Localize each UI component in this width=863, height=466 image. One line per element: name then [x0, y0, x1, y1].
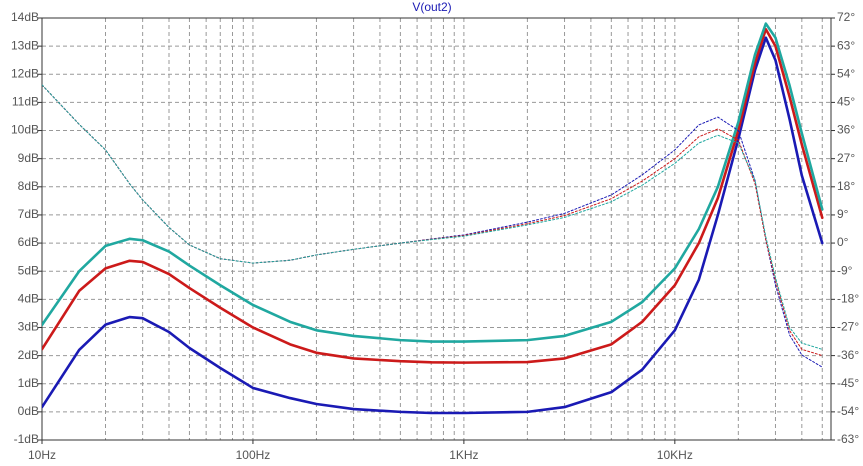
y2-tick-label: 36°	[837, 123, 855, 137]
phase-line	[42, 84, 823, 350]
y-tick-label: 14dB	[11, 10, 39, 24]
y2-tick-label: -36°	[837, 348, 859, 362]
magnitude-line	[42, 36, 824, 415]
y2-tick-label: 0°	[837, 235, 849, 249]
y-tick-label: 12dB	[11, 66, 39, 80]
x-tick-label: 10Hz	[28, 448, 56, 462]
y-tick-label: 7dB	[18, 207, 39, 221]
y-tick-label: 4dB	[18, 292, 39, 306]
y-tick-label: 3dB	[18, 320, 39, 334]
y2-tick-label: -9°	[837, 263, 853, 277]
x-tick-label: 1KHz	[449, 448, 478, 462]
x-tick-label: 10KHz	[657, 448, 693, 462]
y-tick-label: 10dB	[11, 123, 39, 137]
y-tick-label: 6dB	[18, 235, 39, 249]
y2-tick-label: 63°	[837, 38, 855, 52]
x-tick-label: 100Hz	[236, 448, 271, 462]
magnitude-line	[42, 22, 824, 343]
chart-title: V(out2)	[412, 0, 451, 14]
y2-tick-label: 45°	[837, 95, 855, 109]
y-tick-label: 9dB	[18, 151, 39, 165]
y-tick-label: 2dB	[18, 348, 39, 362]
y2-tick-label: 9°	[837, 207, 849, 221]
y-tick-label: 8dB	[18, 179, 39, 193]
plot-frame	[41, 17, 832, 441]
phase-line	[42, 84, 823, 357]
y-tick-label: 0dB	[18, 404, 39, 418]
y-tick-label: 1dB	[18, 376, 39, 390]
magnitude-line	[42, 27, 824, 364]
y2-tick-label: 27°	[837, 151, 855, 165]
y-tick-label: 13dB	[11, 38, 39, 52]
y2-tick-label: 18°	[837, 179, 855, 193]
y-tick-label: 5dB	[18, 263, 39, 277]
y-tick-label: -1dB	[14, 432, 39, 446]
y2-tick-label: -63°	[837, 432, 859, 446]
y2-tick-label: 72°	[837, 10, 855, 24]
y2-tick-label: -18°	[837, 292, 859, 306]
y-tick-label: 11dB	[12, 95, 39, 109]
y2-tick-label: -27°	[837, 320, 859, 334]
y2-tick-label: -54°	[837, 404, 859, 418]
y2-tick-label: 54°	[837, 66, 855, 80]
y2-tick-label: -45°	[837, 376, 859, 390]
